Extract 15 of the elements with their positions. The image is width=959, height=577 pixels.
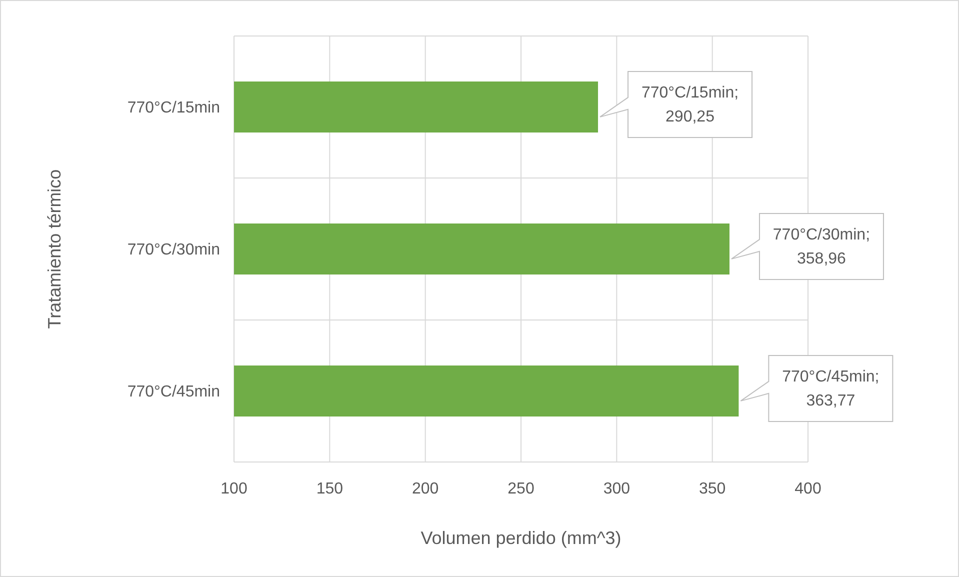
data-label: 770°C/15min; 290,25 xyxy=(641,84,739,126)
x-tick-label: 150 xyxy=(316,480,344,498)
data-label: 770°C/45min; 363,77 xyxy=(782,368,880,410)
y-tick-label: 770°C/15min xyxy=(127,100,220,117)
data-label: 770°C/30min; 358,96 xyxy=(772,226,870,268)
y-axis-title: Tratamiento térmico xyxy=(44,169,64,329)
x-tick-label: 100 xyxy=(220,480,248,498)
x-tick-label: 300 xyxy=(603,480,630,498)
x-tick-label: 250 xyxy=(508,480,534,498)
y-tick-label: 770°C/30min xyxy=(127,242,220,259)
x-tick-label: 350 xyxy=(698,480,726,498)
x-axis-title: Volumen perdido (mm^3) xyxy=(420,528,622,548)
x-tick-label: 400 xyxy=(794,480,822,498)
y-tick-label: 770°C/45min xyxy=(127,384,220,401)
x-tick-label: 200 xyxy=(412,480,439,498)
